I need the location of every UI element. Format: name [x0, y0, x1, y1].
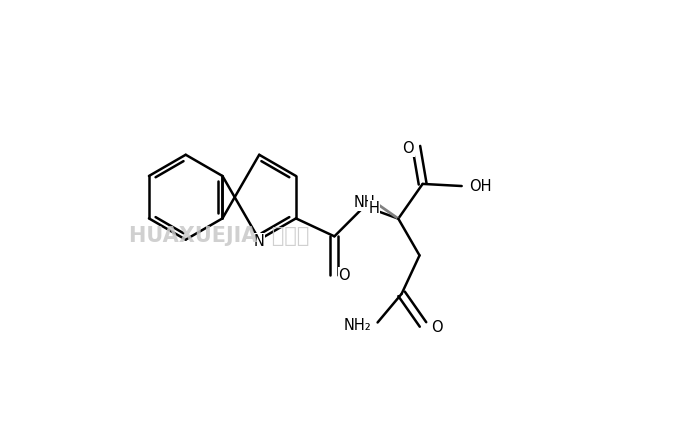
Text: O: O	[403, 141, 414, 156]
Text: O: O	[431, 320, 443, 335]
Text: N: N	[254, 234, 265, 249]
Text: HUAXUEJIA  化学加: HUAXUEJIA 化学加	[128, 226, 309, 246]
Text: H: H	[369, 201, 380, 216]
Text: NH: NH	[353, 195, 376, 210]
Text: OH: OH	[470, 179, 492, 194]
Text: O: O	[339, 268, 350, 283]
Text: NH₂: NH₂	[344, 318, 371, 333]
